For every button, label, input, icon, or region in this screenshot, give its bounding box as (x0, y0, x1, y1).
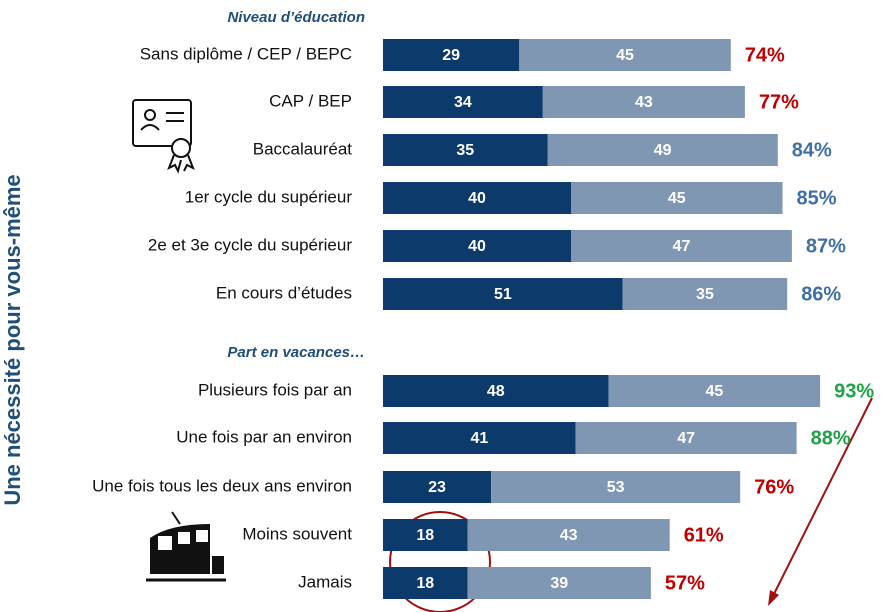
segment-label: 45 (616, 47, 634, 64)
trend-arrow (768, 397, 873, 606)
train-icon (146, 511, 226, 582)
total-label: 57% (665, 572, 705, 594)
bar-segment (383, 375, 609, 407)
segment-label: 47 (677, 430, 695, 447)
category-label: Une fois tous les deux ans environ (92, 476, 352, 495)
category-label: Moins souvent (242, 524, 352, 543)
bar-segment (608, 375, 821, 407)
bar-segment (383, 182, 571, 214)
segment-label: 53 (607, 479, 625, 496)
segment-label: 40 (468, 238, 486, 255)
segment-label: 41 (470, 430, 488, 447)
bar-segment (383, 422, 576, 454)
total-label: 77% (759, 91, 799, 113)
segment-label: 23 (428, 479, 446, 496)
segment-label: 45 (705, 383, 723, 400)
bar-segment (571, 182, 783, 214)
category-label: Une fois par an environ (176, 427, 352, 446)
total-label: 86% (801, 283, 841, 305)
highlight-ellipse (389, 511, 491, 612)
total-label: 61% (684, 524, 724, 546)
segment-label: 35 (456, 142, 474, 159)
segment-label: 39 (550, 575, 568, 592)
total-label: 85% (797, 187, 837, 209)
bar-segment (519, 39, 731, 71)
category-label: Sans diplôme / CEP / BEPC (140, 44, 352, 63)
bar-segment (383, 471, 492, 503)
bar-segment (491, 471, 741, 503)
bar-segment (383, 567, 468, 599)
segment-label: 29 (442, 47, 460, 64)
bar-segment (383, 39, 520, 71)
category-label: Baccalauréat (253, 139, 353, 158)
bar-segment (542, 86, 745, 118)
category-label: En cours d’études (216, 283, 352, 302)
total-label: 76% (754, 476, 794, 498)
category-label: Jamais (298, 572, 352, 591)
bar-segment (575, 422, 797, 454)
bar-segment (383, 86, 543, 118)
category-label: Plusieurs fois par an (198, 380, 352, 399)
segment-label: 48 (487, 383, 505, 400)
bar-segment (571, 230, 792, 262)
bar-segment (467, 519, 670, 551)
bar-segment (547, 134, 778, 166)
segment-label: 45 (668, 190, 686, 207)
segment-label: 40 (468, 190, 486, 207)
bar-segment (622, 278, 788, 310)
group-title: Niveau d’éducation (227, 9, 365, 26)
segment-label: 51 (494, 286, 512, 303)
total-label: 87% (806, 235, 846, 257)
segment-label: 43 (635, 94, 653, 111)
segment-label: 18 (416, 527, 434, 544)
side-label: Une nécessité pour vous-même (0, 174, 25, 505)
segment-label: 34 (454, 94, 472, 111)
bar-segment (383, 134, 548, 166)
category-label: CAP / BEP (269, 91, 352, 110)
total-label: 88% (811, 427, 851, 449)
segment-label: 49 (654, 142, 672, 159)
bar-segment (383, 278, 623, 310)
category-label: 1er cycle du supérieur (185, 187, 353, 206)
segment-label: 35 (696, 286, 714, 303)
segment-label: 47 (673, 238, 691, 255)
group-title: Part en vacances… (227, 344, 365, 361)
segment-label: 18 (416, 575, 434, 592)
bar-segment (383, 230, 571, 262)
bar-segment (383, 519, 468, 551)
diploma-icon (132, 99, 195, 174)
total-label: 84% (792, 139, 832, 161)
total-label: 74% (745, 44, 785, 66)
bar-segment (467, 567, 651, 599)
category-label: 2e et 3e cycle du supérieur (148, 235, 352, 254)
segment-label: 43 (560, 527, 578, 544)
total-label: 93% (834, 380, 874, 402)
